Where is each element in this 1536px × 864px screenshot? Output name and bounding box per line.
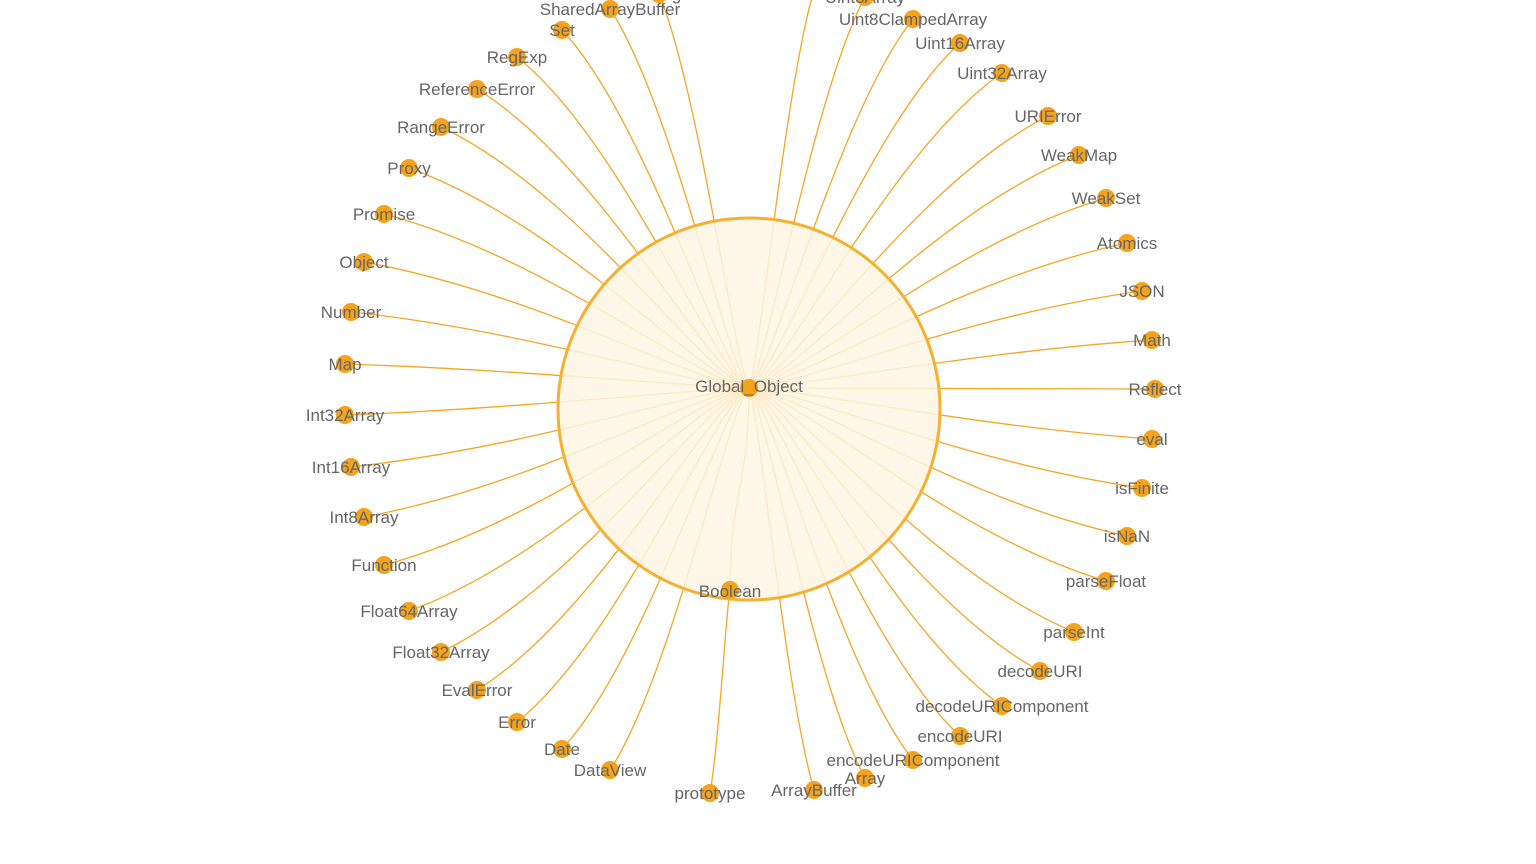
- node-decodeuricomponent[interactable]: [993, 697, 1011, 715]
- node-json[interactable]: [1133, 282, 1151, 300]
- node-urierror[interactable]: [1039, 107, 1057, 125]
- label-array: Array: [845, 769, 886, 788]
- label-promise: Promise: [353, 205, 415, 224]
- node-encodeuri[interactable]: [951, 727, 969, 745]
- label-uint8clampedarray: Uint8ClampedArray: [839, 10, 988, 29]
- node-encodeuricomponent[interactable]: [904, 751, 922, 769]
- node-number[interactable]: [342, 303, 360, 321]
- label-float64array: Float64Array: [360, 602, 458, 621]
- node-math[interactable]: [1143, 331, 1161, 349]
- node-prototype[interactable]: [701, 784, 719, 802]
- node-rangeerror[interactable]: [432, 118, 450, 136]
- node-isfinite[interactable]: [1133, 479, 1151, 497]
- label-regexp: RegExp: [487, 48, 547, 67]
- node-date[interactable]: [553, 740, 571, 758]
- label-json: JSON: [1119, 282, 1164, 301]
- label-object: Object: [339, 253, 388, 272]
- label-parsefloat: parseFloat: [1066, 572, 1147, 591]
- node-isnan[interactable]: [1118, 527, 1136, 545]
- node-parsefloat[interactable]: [1097, 572, 1115, 590]
- node-uint32array[interactable]: [993, 64, 1011, 82]
- node-weakset[interactable]: [1097, 189, 1115, 207]
- label-referenceerror: ReferenceError: [419, 80, 536, 99]
- label-string: String: [637, 0, 681, 4]
- label-float32array: Float32Array: [392, 643, 490, 662]
- node-dataview[interactable]: [601, 761, 619, 779]
- label-set: Set: [549, 21, 575, 40]
- node-promise[interactable]: [375, 205, 393, 223]
- node-proxy[interactable]: [400, 159, 418, 177]
- label-reflect: Reflect: [1129, 380, 1182, 399]
- node-referenceerror[interactable]: [468, 80, 486, 98]
- node-evalerror[interactable]: [468, 681, 486, 699]
- label-prototype: prototype: [675, 784, 746, 803]
- node-arraybuffer[interactable]: [805, 781, 823, 799]
- node-uint8array[interactable]: [856, 0, 874, 6]
- node-string[interactable]: [650, 0, 668, 3]
- node-decodeuri[interactable]: [1031, 662, 1049, 680]
- label-sharedarraybuffer: SharedArrayBuffer: [540, 0, 681, 19]
- node-array[interactable]: [856, 769, 874, 787]
- node-error[interactable]: [508, 713, 526, 731]
- node-uint8clampedarray[interactable]: [904, 10, 922, 28]
- label-uint16array: Uint16Array: [915, 34, 1005, 53]
- focus-halo: [556, 216, 942, 602]
- node-int32array[interactable]: [336, 406, 354, 424]
- label-weakmap: WeakMap: [1041, 146, 1117, 165]
- node-weakmap[interactable]: [1070, 146, 1088, 164]
- node-sharedarraybuffer[interactable]: [601, 0, 619, 18]
- label-function: Function: [351, 556, 416, 575]
- label-encodeuricomponent: encodeURIComponent: [827, 751, 1000, 770]
- node-function[interactable]: [375, 556, 393, 574]
- node-uint16array[interactable]: [951, 34, 969, 52]
- root-node[interactable]: [740, 379, 758, 397]
- node-float32array[interactable]: [432, 643, 450, 661]
- node-regexp[interactable]: [508, 48, 526, 66]
- root-label: Global_Object: [695, 377, 803, 396]
- node-int16array[interactable]: [342, 458, 360, 476]
- node-parseint[interactable]: [1065, 623, 1083, 641]
- node-atomics[interactable]: [1118, 234, 1136, 252]
- label-error: Error: [498, 713, 536, 732]
- label-arraybuffer: ArrayBuffer: [771, 781, 857, 800]
- label-weakset: WeakSet: [1072, 189, 1141, 208]
- label-int16array: Int16Array: [312, 458, 391, 477]
- label-int32array: Int32Array: [306, 406, 385, 425]
- label-dataview: DataView: [574, 761, 647, 780]
- label-uint32array: Uint32Array: [957, 64, 1047, 83]
- node-float64array[interactable]: [400, 602, 418, 620]
- node-object[interactable]: [355, 253, 373, 271]
- group-node-boolean[interactable]: [721, 581, 739, 599]
- group-label-boolean: Boolean: [699, 582, 761, 601]
- label-atomics: Atomics: [1097, 234, 1157, 253]
- label-int8array: Int8Array: [330, 508, 399, 527]
- label-urierror: URIError: [1014, 107, 1081, 126]
- label-date: Date: [544, 740, 580, 759]
- node-eval[interactable]: [1143, 430, 1161, 448]
- label-number: Number: [321, 303, 382, 322]
- label-rangeerror: RangeError: [397, 118, 485, 137]
- node-reflect[interactable]: [1146, 380, 1164, 398]
- label-proxy: Proxy: [387, 159, 431, 178]
- label-decodeuricomponent: decodeURIComponent: [916, 697, 1089, 716]
- label-isnan: isNaN: [1104, 527, 1150, 546]
- label-encodeuri: encodeURI: [917, 727, 1002, 746]
- node-int8array[interactable]: [355, 508, 373, 526]
- label-decodeuri: decodeURI: [997, 662, 1082, 681]
- label-evalerror: EvalError: [442, 681, 513, 700]
- label-parseint: parseInt: [1043, 623, 1105, 642]
- node-map[interactable]: [336, 355, 354, 373]
- label-eval: eval: [1136, 430, 1167, 449]
- label-isfinite: isFinite: [1115, 479, 1169, 498]
- label-map: Map: [328, 355, 361, 374]
- nodes-layer: [336, 0, 1164, 802]
- node-set[interactable]: [553, 21, 571, 39]
- link-prototype: [709, 589, 731, 794]
- label-uint8array: Uint8Array: [825, 0, 906, 7]
- label-math: Math: [1133, 331, 1171, 350]
